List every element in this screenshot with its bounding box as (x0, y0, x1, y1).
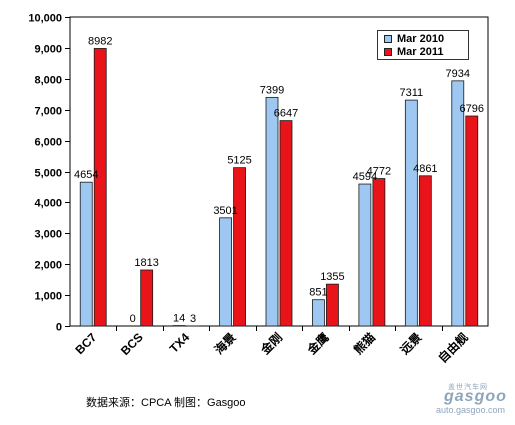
legend-swatch-series-2 (384, 48, 392, 56)
data-label-series-1: 0 (130, 313, 136, 325)
bar-series-1 (359, 184, 371, 326)
bar-series-2 (141, 270, 153, 326)
data-label-series-2: 1813 (134, 257, 158, 269)
data-label-series-2: 1355 (320, 271, 344, 283)
bar-series-2 (419, 176, 431, 326)
y-tick-label: 7,000 (34, 106, 62, 118)
bar-series-2 (326, 284, 338, 326)
data-label-series-2: 3 (190, 313, 196, 325)
watermark-url: auto.gasgoo.com (436, 405, 505, 415)
data-label-series-2: 4772 (367, 166, 391, 178)
legend-item-series-2: Mar 2011 (384, 46, 443, 58)
x-category-label: BCS (118, 330, 146, 358)
data-label-series-2: 6647 (274, 108, 298, 120)
gasgoo-watermark-logo: 盖世汽车网 gasgoo auto.gasgoo.com (430, 381, 512, 417)
bar-series-2 (234, 168, 246, 326)
y-tick-label: 9,000 (34, 44, 62, 56)
bar-series-2 (466, 116, 478, 326)
x-category-label: 海景 (211, 330, 239, 358)
bar-series-1 (266, 97, 278, 326)
bar-series-2 (280, 121, 292, 326)
bar-series-1 (405, 100, 417, 326)
x-category-label: 远景 (398, 330, 425, 357)
legend-swatch-series-1 (384, 35, 392, 43)
y-tick-label: 5,000 (34, 168, 62, 180)
data-label-series-2: 4861 (413, 163, 437, 175)
data-label-series-2: 6796 (460, 103, 484, 115)
y-tick-label: 1,000 (34, 291, 62, 303)
bar-series-1 (452, 81, 464, 326)
y-tick-label: 2,000 (34, 260, 62, 272)
bar-series-2 (373, 179, 385, 326)
data-label-series-1: 3501 (213, 205, 237, 217)
bar-series-1 (220, 218, 232, 326)
x-category-label: 金鹰 (303, 330, 331, 358)
legend-label-series-2: Mar 2011 (397, 46, 443, 58)
legend: Mar 2010 Mar 2011 (377, 30, 469, 60)
data-label-series-2: 8982 (88, 35, 112, 47)
y-tick-label: 8,000 (34, 75, 62, 87)
y-tick-label: 10,000 (28, 13, 62, 25)
y-tick-label: 4,000 (34, 198, 62, 210)
x-category-label: TX4 (167, 330, 193, 356)
y-tick-label: 0 (56, 322, 62, 334)
x-category-label: 自由舰 (435, 330, 471, 366)
bar-series-2 (94, 48, 106, 326)
data-label-series-1: 851 (309, 287, 327, 299)
data-label-series-1: 14 (173, 313, 185, 325)
watermark-logo-text: gasgoo (444, 388, 507, 406)
x-category-label: 金刚 (257, 330, 285, 358)
data-label-series-2: 5125 (227, 155, 251, 167)
x-category-label: 熊猫 (350, 330, 378, 358)
legend-item-series-1: Mar 2010 (384, 33, 444, 45)
data-label-series-1: 7399 (260, 84, 284, 96)
x-category-label: BC7 (72, 330, 99, 357)
y-tick-label: 3,000 (34, 229, 62, 241)
data-label-series-1: 7934 (446, 68, 470, 80)
source-note: 数据来源：CPCA 制图：Gasgoo (86, 394, 246, 410)
data-label-series-1: 4654 (74, 169, 98, 181)
legend-label-series-1: Mar 2010 (397, 33, 444, 45)
y-tick-label: 6,000 (34, 137, 62, 149)
bar-series-1 (80, 182, 92, 326)
data-label-series-1: 7311 (400, 87, 424, 99)
bar-series-1 (312, 300, 324, 326)
